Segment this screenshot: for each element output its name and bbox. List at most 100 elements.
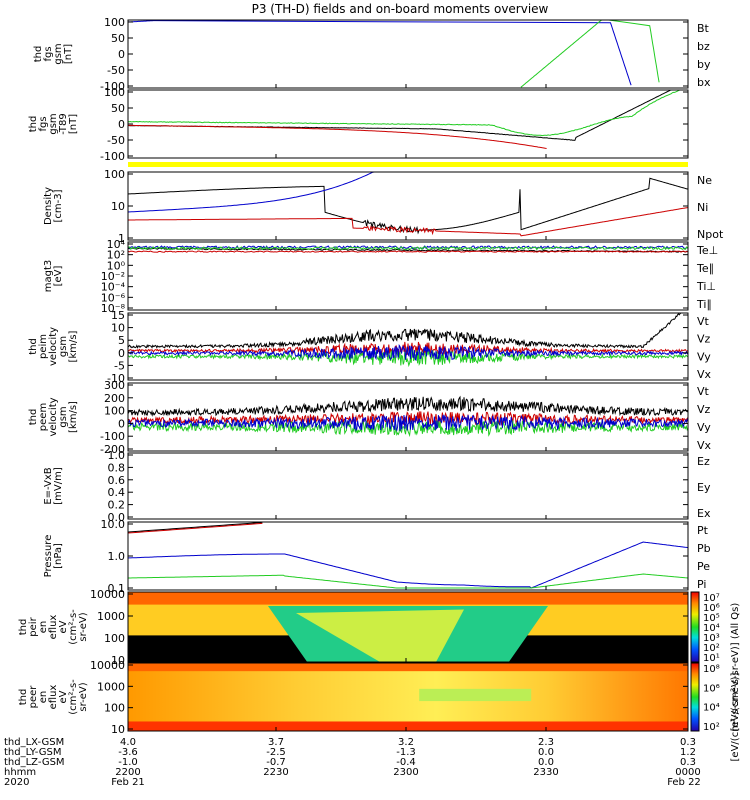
ylabel-line: eflux [48, 615, 59, 640]
xrow-value: 2300 [393, 767, 418, 778]
panel-frame [127, 19, 689, 89]
ytick-label: 100 [104, 86, 125, 99]
legend-Pe: Pe [697, 560, 710, 573]
ytick-label: 0.6 [108, 474, 126, 487]
ytick-label: 0 [118, 347, 125, 360]
legend-Vz: Vz [697, 333, 711, 346]
ylabel-line: thd [18, 619, 29, 636]
legend-Vy: Vy [697, 350, 711, 363]
xrow-value: -1.3 [396, 747, 416, 758]
colorbar-tick: 10² [703, 643, 720, 654]
ylabel-line: en [38, 621, 49, 634]
ylabel-line: [nPa] [53, 543, 64, 569]
ytick-label: 10000 [90, 588, 125, 601]
ylabel-line: magt3 [43, 260, 54, 293]
panel-content-fgs-gsm-t89 [128, 90, 688, 149]
panel-frame [127, 452, 689, 520]
ytick-label: 1000 [97, 680, 125, 693]
peir-yellowgreen-region [296, 609, 464, 662]
xrow-value: -2.5 [266, 747, 286, 758]
colorbar-gradient [690, 591, 700, 663]
ytick-label: 10⁻² [101, 270, 125, 283]
vx-trace [128, 343, 688, 362]
ylabel-line: gsm [58, 406, 69, 427]
panel-frame [127, 591, 689, 663]
legend-Npot: Npot [697, 228, 724, 241]
ylabel-line: [nT] [68, 114, 79, 134]
colorbar-tick: 10⁵ [703, 613, 720, 624]
legend-Vz: Vz [697, 403, 711, 416]
bz-t89-trace [128, 124, 547, 149]
ytick-label: -100 [100, 150, 125, 163]
pi-trace [128, 541, 688, 589]
by-t89-trace [128, 90, 688, 137]
xrow-label: thd_LY-GSM [4, 747, 61, 758]
panel-fgs-gsm-t89: 100 50 0 -50 -100 thd fgs gsm -T89 [nT] [28, 86, 689, 163]
colorbar-tick: 10⁴ [703, 703, 720, 714]
panel-frame [127, 312, 689, 381]
ytick-label: 50 [111, 32, 125, 45]
ytick-label: 10 [111, 654, 125, 667]
panel-content-peer-spectrogram [128, 663, 688, 731]
legend-Ez: Ez [697, 455, 710, 468]
ylabel-line: Pressure [43, 535, 54, 578]
ni-trace [128, 177, 688, 235]
legend-Ey: Ey [697, 481, 711, 494]
panel-density: 100 10 1 Density [cm-3] Ne Ni Npot [43, 168, 724, 245]
ytick-label: 0.4 [108, 486, 126, 499]
xrow-value: 0.3 [680, 737, 696, 748]
legend-Vt: Vt [697, 315, 710, 328]
colorbar-tick: 10⁷ [703, 593, 720, 604]
ytick-label: 50 [111, 102, 125, 115]
panel-peer-spectrogram: 10000 1000 100 10 thd peer en eflux eV (cm²-s-sr-… [18, 659, 741, 761]
ylabel-line: eV [58, 620, 69, 633]
flag-bar [128, 162, 688, 167]
ytick-label: 0.0 [108, 511, 126, 524]
ytick-label: -200 [100, 443, 125, 456]
ylabel-line: peim [38, 334, 49, 359]
ylabel-line: [km/s] [68, 401, 79, 433]
ytick-label: -50 [107, 64, 125, 77]
panel-content-peim-velocity [128, 313, 688, 368]
colorbar-label: [eV/(cm²-s-sr-eV)] (All Qs) [730, 603, 741, 732]
year-label: 2020 [4, 777, 29, 788]
pb-trace [128, 522, 263, 534]
panel-pressure: 10.0 1.0 0.1 Pressure [nPa] Pt Pb Pe Pi [43, 518, 711, 595]
ytick-label: 5 [118, 334, 125, 347]
ytick-label: -10 [107, 372, 125, 385]
peer-green-region [419, 688, 532, 702]
panel-frame [127, 241, 689, 311]
ytick-label: 1 [118, 232, 125, 245]
ylabel-line: gsm [53, 43, 64, 64]
ylabel-line: [km/s] [68, 330, 79, 362]
xrow-value: 2230 [263, 767, 288, 778]
ytick-label: -100 [100, 430, 125, 443]
legend-Pi: Pi [697, 578, 706, 591]
peer-bottom-band [128, 721, 688, 731]
legend-Vx: Vx [697, 439, 712, 452]
ti-par-trace [128, 246, 688, 251]
vz-trace [128, 341, 688, 357]
panel-efield: 1.00.80.60.40.20.0 E=-VxB [mV/m] Ez Ey Ex [43, 449, 711, 524]
vy-trace [128, 348, 688, 368]
panel-frame [127, 662, 689, 732]
ytick-label: 1000 [97, 610, 125, 623]
legend-Pb: Pb [697, 542, 711, 555]
legend-bx: bx [697, 76, 711, 89]
ylabel-line: Density [43, 187, 54, 225]
xrow-value: -0.4 [396, 757, 416, 768]
ytick-label: -100 [100, 80, 125, 93]
legend-Te∥: Te∥ [696, 262, 714, 275]
xrow-value: 3.2 [398, 737, 414, 748]
ylabel-line: thd [28, 116, 39, 133]
ylabel-line: eV [58, 690, 69, 703]
ylabel-line: E=-VxB [43, 467, 54, 504]
ylabel-line: thd [28, 409, 39, 426]
ylabel-line: gsm [58, 336, 69, 357]
panel-content-peem-velocity [128, 395, 688, 438]
xrow-value: 4.0 [120, 737, 136, 748]
xrow-value: 2.3 [538, 737, 554, 748]
colorbar-label: [eV/(cm²-s-sr-eV)] [730, 672, 741, 761]
